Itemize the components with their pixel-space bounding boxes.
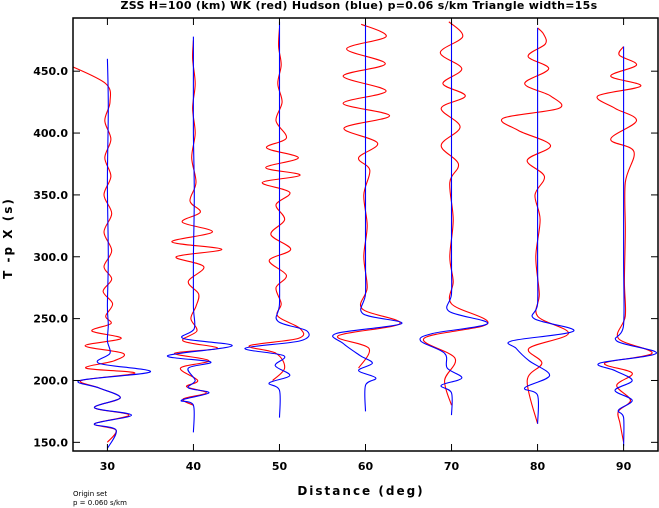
y-axis: 150.0 200.0 250.0 300.0 350.0 400.0 450.0	[33, 65, 658, 449]
x-tick-label: 50	[272, 460, 288, 473]
x-tick-label: 90	[616, 460, 632, 473]
trace-wk-50	[248, 27, 305, 381]
trace-wk-90	[596, 46, 653, 443]
footnote-slowness: p = 0.060 s/km	[73, 499, 127, 507]
x-tick-label: 30	[100, 460, 116, 473]
series-wk	[73, 21, 653, 443]
y-tick-label: 150.0	[33, 436, 68, 449]
y-tick-label: 300.0	[33, 251, 68, 264]
trace-hudson-50	[244, 21, 310, 418]
x-tick-label: 40	[186, 460, 202, 473]
y-tick-label: 350.0	[33, 189, 68, 202]
footnote-origin: Origin set	[73, 490, 107, 498]
series-layer	[73, 21, 657, 449]
x-axis-label: Distance (deg)	[297, 484, 424, 498]
trace-hudson-60	[332, 21, 403, 412]
trace-wk-40	[171, 40, 223, 406]
trace-wk-30	[73, 66, 136, 443]
trace-hudson-30	[77, 58, 151, 449]
trace-hudson-90	[597, 46, 657, 447]
series-hudson	[77, 21, 657, 449]
trace-wk-80	[501, 27, 570, 424]
y-tick-label: 450.0	[33, 65, 68, 78]
x-tick-label: 60	[358, 460, 374, 473]
trace-hudson-70	[419, 21, 489, 416]
y-tick-label: 400.0	[33, 127, 68, 140]
y-tick-label: 200.0	[33, 374, 68, 387]
x-axis: 30 40 50 60 70 80 90	[100, 18, 632, 473]
y-tick-label: 250.0	[33, 313, 68, 326]
x-tick-label: 70	[444, 460, 460, 473]
trace-hudson-40	[167, 36, 233, 433]
x-tick-label: 80	[530, 460, 546, 473]
trace-hudson-80	[507, 27, 575, 424]
chart-title: ZSS H=100 (km) WK (red) Hudson (blue) p=…	[121, 0, 598, 12]
y-axis-label: T -p X (s)	[1, 197, 15, 279]
trace-wk-70	[423, 21, 489, 406]
